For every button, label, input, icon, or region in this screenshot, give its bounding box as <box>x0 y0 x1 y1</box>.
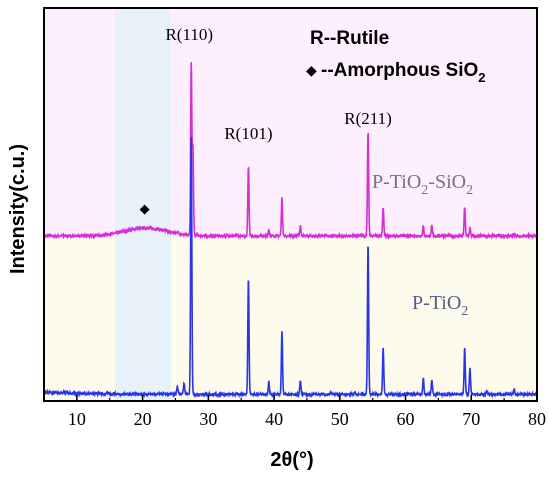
amorphous-diamond-icon: ◆ <box>140 201 150 216</box>
y-axis-label: Intensity(c.u.) <box>7 144 29 274</box>
x-axis-label: 2θ(°) <box>270 449 313 471</box>
x-tick-label: 60 <box>397 409 415 429</box>
x-tick-label: 50 <box>331 409 349 429</box>
x-tick-label: 30 <box>199 409 217 429</box>
x-tick-label: 70 <box>462 409 480 429</box>
legend-diamond-icon: ◆ <box>306 64 317 79</box>
x-tick-label: 80 <box>528 409 546 429</box>
legend-rutile: R--Rutile <box>310 28 389 49</box>
x-tick-label: 10 <box>68 409 86 429</box>
peak-label-R101: R(101) <box>224 124 272 143</box>
x-tick-label: 20 <box>134 409 152 429</box>
peak-label-R211: R(211) <box>344 109 392 128</box>
x-tick-label: 40 <box>265 409 283 429</box>
peak-label-R110: R(110) <box>165 25 213 44</box>
